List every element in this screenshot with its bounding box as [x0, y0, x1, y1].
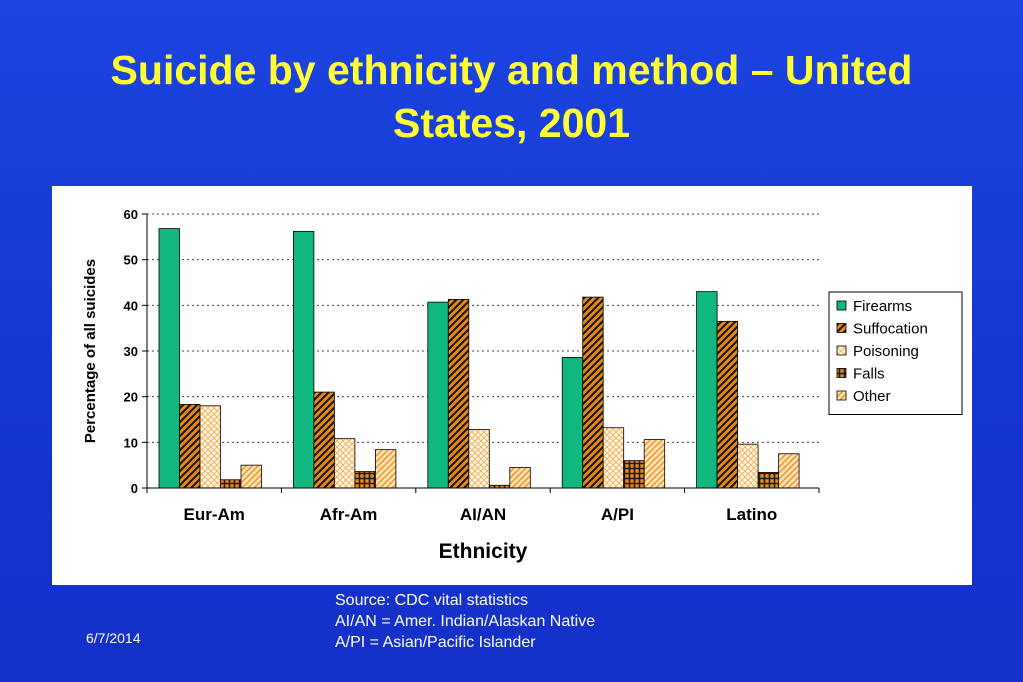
- axes: 0 10 20 30 40 50 60 Eur-Am Afr-Am AI/AN A/PI Latino: [124, 207, 820, 524]
- x-axis-title: Ethnicity: [439, 540, 528, 563]
- bar-suffocation-a-pi: [582, 296, 604, 489]
- bar-other-ai-an: [509, 467, 531, 489]
- y-tick-label: 30: [124, 344, 138, 359]
- bar-firearms-eur-am: [158, 228, 180, 489]
- y-tick-label: 40: [124, 298, 138, 313]
- footnote-source: Source: CDC vital statistics: [335, 592, 528, 609]
- legend-label-firearms: Firearms: [853, 298, 912, 315]
- legend-label-other: Other: [853, 388, 891, 405]
- bar-poisoning-a-pi: [602, 427, 625, 489]
- footnote-ai-an: AI/AN = Amer. Indian/Alaskan Native: [335, 613, 596, 630]
- x-category-label: Latino: [726, 505, 777, 524]
- bar-other-latino: [778, 453, 800, 489]
- bar-other-a-pi: [643, 439, 666, 489]
- bar-other-afr-am: [374, 449, 397, 489]
- bar-firearms-latino: [696, 291, 718, 489]
- bar-falls-afr-am: [354, 471, 376, 489]
- y-tick-label: 10: [124, 435, 138, 450]
- legend-label-suffocation: Suffocation: [853, 321, 928, 338]
- bar-falls-latino: [757, 472, 779, 489]
- slide-title-line-1: Suicide by ethnicity and method – United: [110, 47, 913, 93]
- bar-suffocation-latino: [716, 320, 738, 489]
- bar-firearms-a-pi: [561, 356, 584, 489]
- footnotes: Source: CDC vital statistics AI/AN = Ame…: [335, 590, 595, 653]
- legend-swatch-falls: [836, 368, 847, 378]
- bar-poisoning-latino: [737, 443, 759, 489]
- bar-poisoning-eur-am: [199, 405, 221, 489]
- footnote-a-pi: A/PI = Asian/Pacific Islander: [335, 634, 536, 651]
- axis-labels: Percentage of all suicides Ethnicity: [82, 259, 528, 563]
- legend-swatch-suffocation: [836, 323, 847, 333]
- x-category-label: AI/AN: [460, 505, 506, 524]
- y-tick-label: 60: [124, 207, 138, 222]
- bar-chart: 0 10 20 30 40 50 60 Eur-Am Afr-Am AI/AN A/PI Latino…: [82, 207, 963, 563]
- y-tick-label: 50: [124, 253, 138, 268]
- y-tick-label: 0: [131, 481, 138, 496]
- slide-date: 6/7/2014: [86, 630, 141, 646]
- bar-firearms-ai-an: [427, 301, 449, 489]
- legend-swatch-firearms: [836, 300, 847, 311]
- x-category-label: Afr-Am: [320, 505, 378, 524]
- x-category-label: Eur-Am: [183, 505, 244, 524]
- legend-box: [828, 291, 963, 415]
- legend-swatch-poisoning: [836, 345, 847, 356]
- legend-swatch-other: [836, 390, 847, 401]
- bars: [158, 228, 800, 489]
- bar-other-eur-am: [240, 464, 262, 489]
- y-tick-label: 20: [124, 390, 138, 405]
- chart-panel: 0 10 20 30 40 50 60 Eur-Am Afr-Am AI/AN A/PI Latino…: [52, 186, 972, 585]
- bar-suffocation-ai-an: [447, 298, 470, 489]
- x-category-label: A/PI: [601, 505, 634, 524]
- bar-firearms-afr-am: [292, 230, 315, 489]
- y-axis-title: Percentage of all suicides: [82, 259, 99, 443]
- bar-suffocation-eur-am: [179, 404, 201, 489]
- slide-title-line-2: States, 2001: [392, 100, 631, 146]
- legend-label-falls: Falls: [853, 366, 885, 383]
- bar-poisoning-ai-an: [468, 429, 490, 489]
- bar-poisoning-afr-am: [333, 438, 356, 489]
- bar-falls-a-pi: [623, 460, 645, 489]
- legend: Firearms Suffocation Poisoning Falls Other: [828, 291, 963, 415]
- slide-title: Suicide by ethnicity and method – United…: [0, 44, 1023, 150]
- bar-suffocation-afr-am: [313, 391, 335, 489]
- legend-label-poisoning: Poisoning: [853, 343, 919, 360]
- bar-falls-eur-am: [220, 479, 242, 489]
